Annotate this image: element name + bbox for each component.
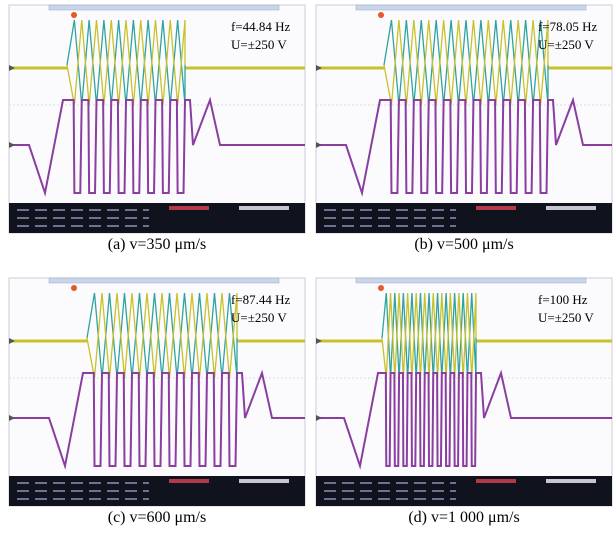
caption: (c) v=600 μm/s [108, 509, 206, 526]
trigger-dot [71, 12, 77, 18]
scope-panel: f=44.84 Hz U=±250 V [9, 5, 305, 233]
voltage-label: U=±250 V [231, 37, 287, 52]
trigger-dot [71, 285, 77, 291]
scope-panel: f=87.44 Hz U=±250 V [9, 278, 305, 506]
top-bar [356, 278, 586, 283]
scope-panel: f=78.05 Hz U=±250 V [316, 5, 612, 233]
voltage-label: U=±250 V [538, 310, 594, 325]
status-chip [169, 206, 209, 210]
status-chip [169, 479, 209, 483]
status-chip [546, 479, 596, 483]
frequency-label: f=44.84 Hz [231, 19, 291, 34]
voltage-label: U=±250 V [231, 310, 287, 325]
frequency-label: f=100 Hz [538, 292, 588, 307]
status-chip [546, 206, 596, 210]
top-bar [49, 278, 279, 283]
caption: (d) v=1 000 μm/s [408, 509, 519, 526]
frequency-label: f=78.05 Hz [538, 19, 598, 34]
scope-panel: f=100 Hz U=±250 V [316, 278, 612, 506]
trigger-dot [378, 285, 384, 291]
status-chip [476, 206, 516, 210]
status-chip [239, 479, 289, 483]
voltage-label: U=±250 V [538, 37, 594, 52]
status-chip [476, 479, 516, 483]
status-chip [239, 206, 289, 210]
top-bar [356, 5, 586, 10]
trigger-dot [378, 12, 384, 18]
caption: (b) v=500 μm/s [414, 236, 513, 253]
frequency-label: f=87.44 Hz [231, 292, 291, 307]
caption: (a) v=350 μm/s [108, 236, 206, 253]
top-bar [49, 5, 279, 10]
figure: f=44.84 Hz U=±250 V (a) v=350 μm/s f=78.05 … [0, 0, 614, 534]
